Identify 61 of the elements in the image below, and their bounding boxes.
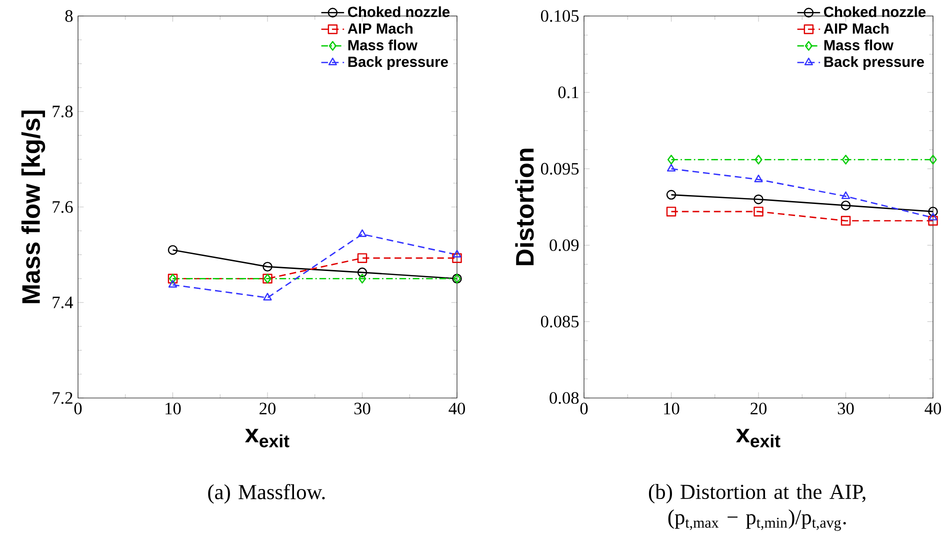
y-tick-label: 0.09 <box>550 239 579 252</box>
legend-label: Mass flow <box>348 40 418 50</box>
point <box>928 206 938 216</box>
y-tick-label: 8 <box>65 10 73 22</box>
x-tick-label: 40 <box>448 402 466 414</box>
y-tick-label: 0.1 <box>558 86 578 98</box>
y-tick-label: 7.4 <box>52 296 74 308</box>
y-tick-label: 7.6 <box>52 201 73 213</box>
x-tick-label: 40 <box>924 402 942 414</box>
point <box>929 154 937 164</box>
text: (a) Massflow. <box>208 484 325 504</box>
point <box>666 206 676 216</box>
y-tick-label: 7.8 <box>52 106 73 118</box>
x-tick-label: 0 <box>74 402 82 414</box>
y-tick-label: 0.095 <box>540 162 579 175</box>
point <box>358 274 366 284</box>
x-axis-title: x$_{exit}$ <box>245 428 290 448</box>
point <box>357 268 368 278</box>
x-tick-label: 10 <box>664 402 680 414</box>
point <box>452 250 462 258</box>
point <box>840 200 851 210</box>
point <box>928 216 938 226</box>
point <box>667 154 676 164</box>
point <box>452 253 462 263</box>
x-tick-label: 20 <box>750 402 767 414</box>
x-tick-label: 0 <box>580 402 588 414</box>
x-tick-label: 20 <box>260 402 276 414</box>
legend-label: Back pressure <box>824 56 924 70</box>
point <box>928 212 938 220</box>
point <box>666 164 676 172</box>
x-axis-title: x$_{exit}$ <box>736 428 780 448</box>
point <box>262 262 272 272</box>
point <box>168 280 178 288</box>
x-tick-label: 30 <box>354 402 370 414</box>
point <box>358 229 367 237</box>
point <box>754 174 763 182</box>
y-axis-title: Distortion <box>515 148 534 266</box>
point <box>357 253 368 263</box>
legend-label: Mass flow <box>824 40 894 50</box>
y-tick-label: 0.105 <box>540 10 579 22</box>
x-tick-label: 30 <box>838 402 854 414</box>
point <box>840 216 851 226</box>
legend-label: AIP Mach <box>348 22 412 34</box>
point <box>754 194 764 204</box>
point <box>841 191 850 200</box>
legend-label: Back pressure <box>348 56 448 70</box>
point <box>754 206 764 216</box>
point <box>754 154 762 164</box>
legend-label: AIP Mach <box>824 22 888 34</box>
point <box>263 292 272 300</box>
y-tick-label: 0.085 <box>540 316 579 328</box>
point <box>666 190 676 200</box>
y-axis-title: Mass flow [kg/s] <box>21 110 46 304</box>
legend-label: Choked nozzle <box>824 6 926 18</box>
legend-label: Choked nozzle <box>348 6 450 18</box>
x-tick-label: 10 <box>166 402 181 414</box>
point <box>168 245 178 255</box>
point <box>842 154 850 164</box>
text: (b) Distortion at the AIP, (p$_{t,max}$ − p$_{t,min}$)/p$_{t,avg}$. <box>648 484 866 531</box>
y-tick-label: 7.2 <box>52 392 72 404</box>
y-tick-label: 0.08 <box>550 392 579 404</box>
